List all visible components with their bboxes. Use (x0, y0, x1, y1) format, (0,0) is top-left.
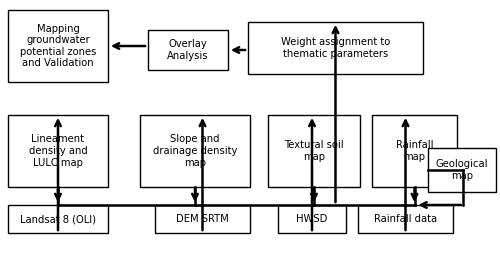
Text: DEM SRTM: DEM SRTM (176, 214, 229, 224)
Text: Landsat 8 (OLI): Landsat 8 (OLI) (20, 214, 96, 224)
Text: Geological
map: Geological map (436, 159, 488, 181)
Text: Overlay
Analysis: Overlay Analysis (167, 39, 209, 61)
Text: Rainfall
map: Rainfall map (396, 140, 433, 162)
Text: Weight assignment to
thematic parameters: Weight assignment to thematic parameters (281, 37, 390, 59)
Text: Lineament
density and
LULC map: Lineament density and LULC map (28, 134, 88, 168)
Bar (148, 30, 228, 70)
Bar (278, 205, 346, 233)
Bar (248, 22, 423, 74)
Text: HWSD: HWSD (296, 214, 328, 224)
Text: Rainfall data: Rainfall data (374, 214, 437, 224)
Bar (8, 205, 108, 233)
Bar (358, 205, 453, 233)
Text: Slope and
drainage density
map: Slope and drainage density map (153, 134, 237, 168)
Bar (8, 115, 108, 187)
Bar (372, 115, 457, 187)
Bar (155, 205, 250, 233)
Bar (268, 115, 360, 187)
Text: Textural soil
map: Textural soil map (284, 140, 344, 162)
Bar (8, 10, 108, 82)
Bar (428, 148, 496, 192)
Bar (140, 115, 250, 187)
Text: Mapping
groundwater
potential zones
and Validation: Mapping groundwater potential zones and … (20, 23, 96, 68)
